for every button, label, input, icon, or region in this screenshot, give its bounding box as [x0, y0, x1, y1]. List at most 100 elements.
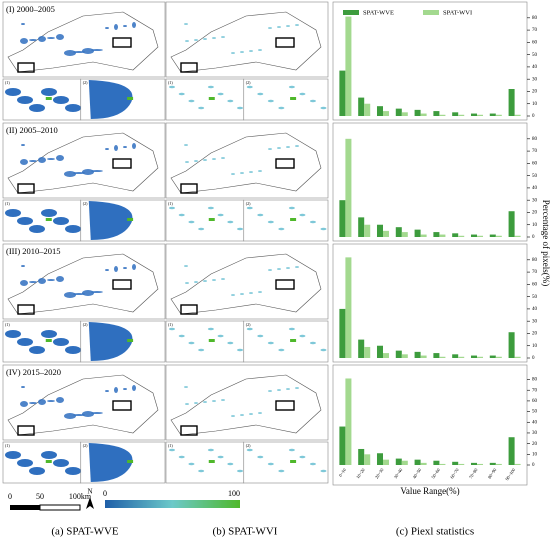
green-patch — [290, 218, 297, 221]
water-patch — [286, 388, 290, 390]
water-patch — [320, 348, 327, 352]
water-patch — [212, 37, 216, 39]
water-patch — [237, 348, 244, 352]
water-patch — [299, 213, 306, 217]
inset-frame — [243, 199, 329, 242]
bar — [414, 351, 421, 358]
bar — [452, 354, 459, 358]
bar — [433, 232, 440, 237]
water-patch — [217, 334, 224, 338]
zoom-box — [17, 183, 35, 194]
water-patch — [64, 50, 76, 56]
water-patch — [17, 217, 33, 225]
water-patch — [53, 459, 69, 467]
bar — [452, 112, 459, 116]
bar — [383, 111, 390, 116]
water-patch — [41, 451, 57, 459]
water-patch — [203, 280, 207, 282]
bar — [433, 460, 440, 465]
bar — [339, 426, 346, 465]
bar — [395, 350, 402, 358]
water-patch — [184, 386, 188, 388]
green-patch — [127, 460, 134, 463]
y-tick-label: 60 — [532, 162, 538, 167]
water-patch — [47, 279, 55, 281]
panel-label: (I) 2000–2005 — [6, 4, 55, 14]
water-patch — [29, 467, 45, 475]
water-patch — [194, 39, 198, 41]
water-patch — [17, 96, 33, 104]
green-patch — [208, 460, 215, 463]
x-tick-label: 10~20 — [355, 467, 366, 480]
water-patch — [277, 268, 281, 270]
water-patch — [194, 160, 198, 162]
water-patch — [217, 92, 224, 96]
water-patch — [20, 38, 28, 44]
x-axis-label: Value Range(%) — [400, 486, 459, 496]
y-tick-label: 70 — [532, 149, 538, 154]
colorbar-label: 0 — [103, 489, 107, 498]
water-patch — [207, 85, 214, 89]
inset-label: (1) — [168, 80, 173, 85]
water-patch — [267, 99, 274, 103]
bar — [477, 114, 484, 116]
water-patch — [258, 49, 262, 51]
bar — [477, 463, 484, 465]
scale-seg — [10, 505, 40, 510]
bar — [339, 200, 346, 237]
inset-frame — [2, 441, 82, 484]
caption: (a) SPAT-WVE — [51, 526, 119, 538]
water-patch — [56, 397, 64, 403]
water-patch — [185, 403, 189, 405]
water-patch — [320, 227, 327, 231]
water-patch — [56, 34, 64, 40]
zoom-box — [180, 62, 198, 73]
zoom-box — [275, 279, 295, 290]
water-patch — [41, 330, 57, 338]
water-patch — [257, 92, 264, 96]
bar — [452, 233, 459, 237]
water-patch — [20, 159, 28, 165]
y-tick-label: 80 — [532, 258, 538, 263]
bar — [376, 345, 383, 358]
legend-swatch — [343, 10, 359, 15]
water-patch — [277, 147, 281, 149]
water-patch — [227, 99, 234, 103]
inset-label: (1) — [5, 443, 10, 448]
y-tick-label: 10 — [532, 102, 538, 107]
water-patch — [64, 171, 76, 177]
bar — [508, 89, 515, 116]
basin-outline — [7, 374, 159, 436]
x-tick-label: 0~10 — [338, 467, 348, 478]
water-patch — [295, 145, 299, 147]
water-patch — [309, 462, 316, 466]
y-tick-label: 10 — [532, 452, 538, 457]
water-patch — [5, 209, 21, 217]
bar — [458, 114, 465, 116]
water-patch — [257, 334, 264, 338]
scale-label: 50 — [36, 492, 44, 501]
water-patch — [246, 85, 253, 89]
y-tick-label: 0 — [532, 356, 535, 361]
zoom-box — [17, 425, 35, 436]
panel-label: (II) 2005–2010 — [6, 125, 58, 135]
water-patch — [21, 265, 25, 267]
bar — [514, 114, 521, 116]
water-patch — [278, 348, 285, 352]
water-patch — [29, 281, 37, 283]
inset-label: (1) — [5, 80, 10, 85]
water-patch — [132, 22, 136, 28]
green-patch — [127, 339, 134, 342]
colorbar — [105, 500, 240, 508]
chart-frame — [332, 122, 528, 242]
water-patch — [41, 209, 57, 217]
water-patch — [227, 341, 234, 345]
chart-frame — [332, 243, 528, 363]
bar — [477, 235, 484, 237]
water-patch — [237, 469, 244, 473]
bar — [439, 234, 446, 237]
water-patch — [21, 23, 25, 25]
water-patch — [73, 172, 85, 174]
water-patch — [65, 467, 81, 475]
